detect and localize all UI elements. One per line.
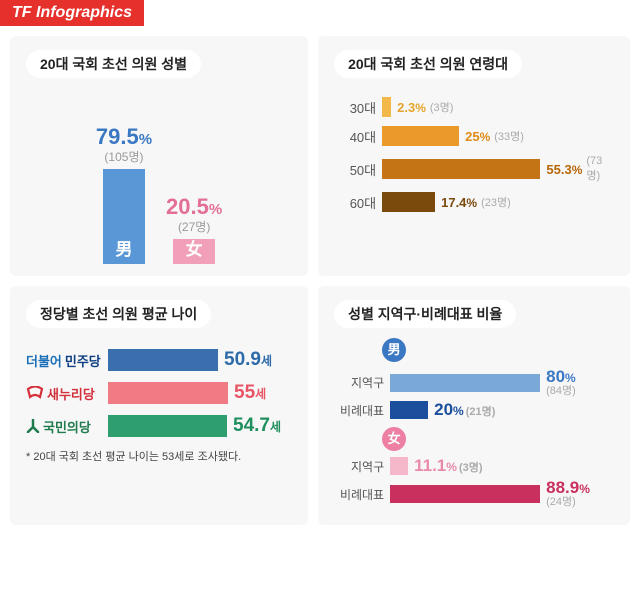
bar-label: 男 [115, 235, 132, 264]
bar-value: 54.7세 [233, 415, 281, 437]
bar [382, 159, 540, 179]
row-label: 60대 [334, 193, 376, 212]
bar-value: 50.9세 [224, 349, 272, 371]
bar-count: (23명) [481, 194, 511, 210]
bar-value: 55세 [234, 382, 266, 404]
gender-badge: 女 [382, 427, 406, 451]
ratio-section: 女 지역구 11.1%(3명) 비례대표 88.9%(24명) [334, 427, 614, 508]
bar [382, 97, 391, 117]
row-label: 30대 [334, 98, 376, 117]
bar-count: (27명) [178, 218, 210, 235]
age-row: 30대 2.3% (3명) [334, 97, 614, 117]
bar-count: (73명) [586, 155, 614, 183]
row-track: 55.3% (73명) [382, 155, 614, 183]
row-label: 비례대표 [334, 402, 384, 419]
age-rows: 30대 2.3% (3명) 40대 25% (33명) 50대 55.3% (73명) 60대 17… [334, 97, 614, 212]
gukmin-icon [26, 419, 40, 433]
bar-value: 11.1%(3명) [414, 457, 482, 475]
party-logo: 더불어민주당 [26, 351, 108, 370]
ratio-row: 비례대표 20%(21명) [334, 401, 614, 419]
header-logo: TF Infographics [0, 0, 144, 26]
bar [108, 349, 218, 371]
bar-value: 2.3% [397, 100, 426, 115]
footnote: * 20대 국회 초선 평균 나이는 53세로 조사됐다. [26, 448, 292, 464]
bar-count: (3명) [459, 462, 483, 474]
ratio-row: 지역구 11.1%(3명) [334, 457, 614, 475]
panel-gender: 20대 국회 초선 의원 성별 79.5%(105명)男20.5%(27명)女 [10, 36, 308, 276]
bar-label: 女 [186, 235, 203, 264]
party-row: 새누리당 55세 [26, 382, 292, 404]
row-track: 17.4% (23명) [382, 192, 614, 212]
panel-age: 20대 국회 초선 의원 연령대 30대 2.3% (3명) 40대 25% (33명) 5… [318, 36, 630, 276]
bar [382, 192, 435, 212]
party-row: 국민의당 54.7세 [26, 415, 292, 437]
bar-value: 80% [546, 368, 576, 386]
bar: 男 [103, 169, 145, 264]
bar [390, 457, 408, 475]
panel-title: 20대 국회 초선 의원 성별 [26, 50, 201, 78]
party-logo: 새누리당 [26, 384, 108, 403]
row-label: 지역구 [334, 458, 384, 475]
gender-bar-col: 79.5%(105명) 男 [96, 126, 152, 264]
row-label: 40대 [334, 127, 376, 146]
bar-value: 55.3% [546, 162, 582, 177]
panel-title: 성별 지역구·비례대표 비율 [334, 300, 516, 328]
ratio-row: 비례대표 88.9%(24명) [334, 479, 614, 508]
panel-title: 20대 국회 초선 의원 연령대 [334, 50, 522, 78]
age-row: 60대 17.4% (23명) [334, 192, 614, 212]
ratio-row: 지역구 80%(84명) [334, 368, 614, 397]
row-track: 2.3% (3명) [382, 97, 614, 117]
panel-party: 정당별 초선 의원 평균 나이 더불어민주당 50.9세새누리당 55세국민의당 54… [10, 286, 308, 525]
age-row: 40대 25% (33명) [334, 126, 614, 146]
bar-count: (84명) [546, 386, 576, 398]
bar [108, 415, 227, 437]
row-label: 지역구 [334, 374, 384, 391]
bar [390, 485, 540, 503]
bar-count: (24명) [546, 497, 590, 509]
bar-value: 17.4% [441, 195, 477, 210]
row-label: 50대 [334, 160, 376, 179]
party-rows: 더불어민주당 50.9세새누리당 55세국민의당 54.7세 [26, 349, 292, 437]
bar [390, 401, 428, 419]
bar-count: (105명) [104, 148, 143, 165]
panel-ratio: 성별 지역구·비례대표 비율 男 지역구 80%(84명) 비례대표 20%(21명) 女… [318, 286, 630, 525]
bar-count: (3명) [430, 99, 454, 115]
infographic-grid: 20대 국회 초선 의원 성별 79.5%(105명) 男 20.5%(27명) 女 … [0, 26, 640, 535]
row-track: 25% (33명) [382, 126, 614, 146]
bar [108, 382, 228, 404]
age-row: 50대 55.3% (73명) [334, 155, 614, 183]
ratio-section: 男 지역구 80%(84명) 비례대표 20%(21명) [334, 338, 614, 419]
bar-value: 20%(21명) [434, 401, 495, 419]
bar-value: 79.5% [96, 126, 152, 148]
bar-value: 20.5% [166, 196, 222, 218]
party-row: 더불어민주당 50.9세 [26, 349, 292, 371]
bar-count: (33명) [494, 128, 524, 144]
panel-title: 정당별 초선 의원 평균 나이 [26, 300, 211, 328]
row-label: 비례대표 [334, 486, 384, 503]
bar: 女 [173, 239, 215, 264]
gender-bar-col: 20.5%(27명)女 [166, 196, 222, 264]
ratio-body: 男 지역구 80%(84명) 비례대표 20%(21명) 女 지역구 11.1%(3명) 비례대… [334, 338, 614, 509]
bar [382, 126, 459, 146]
bar-value: 88.9% [546, 479, 590, 497]
gender-badge: 男 [382, 338, 406, 362]
bar-value: 25% [465, 129, 490, 144]
gender-bars: 79.5%(105명)男20.5%(27명)女 [26, 94, 292, 264]
bar-count: (21명) [466, 406, 496, 418]
party-logo: 국민의당 [26, 417, 108, 436]
bar [390, 374, 540, 392]
saenuri-icon [26, 386, 44, 400]
